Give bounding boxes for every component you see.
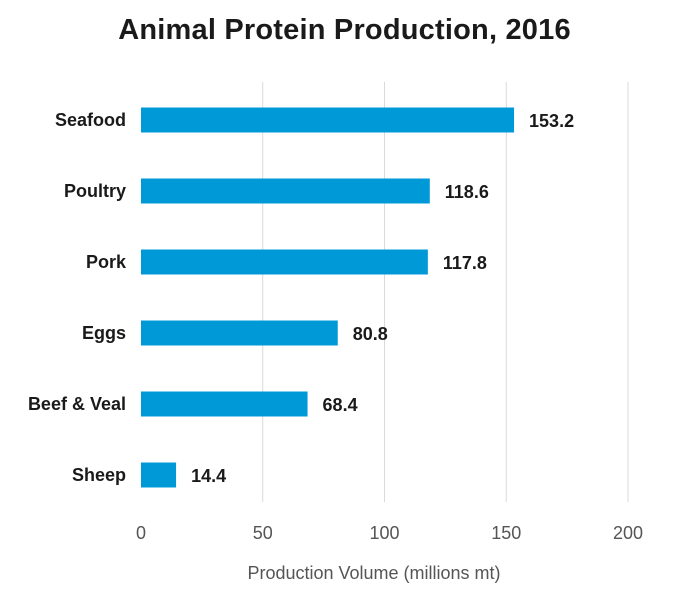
value-label: 14.4 bbox=[191, 466, 226, 486]
value-labels: 153.2 118.6 117.8 80.8 68.4 14.4 bbox=[191, 111, 574, 486]
category-label: Poultry bbox=[64, 181, 126, 201]
value-label: 80.8 bbox=[353, 324, 388, 344]
x-tick-label: 100 bbox=[369, 523, 399, 543]
value-label: 117.8 bbox=[443, 253, 487, 273]
bars bbox=[141, 107, 515, 488]
bar bbox=[141, 320, 338, 346]
bar bbox=[141, 178, 430, 204]
grid-lines bbox=[262, 82, 629, 502]
x-tick-labels: 0 50 100 150 200 bbox=[136, 523, 643, 543]
x-tick-label: 200 bbox=[613, 523, 643, 543]
chart-title: Animal Protein Production, 2016 bbox=[118, 14, 571, 46]
x-tick-label: 150 bbox=[491, 523, 521, 543]
value-label: 153.2 bbox=[529, 111, 574, 131]
category-labels: Seafood Poultry Pork Eggs Beef & Veal Sheep bbox=[28, 110, 127, 485]
value-label: 68.4 bbox=[323, 395, 358, 415]
category-label: Seafood bbox=[55, 110, 126, 130]
category-label: Beef & Veal bbox=[28, 394, 126, 414]
x-tick-label: 50 bbox=[253, 523, 273, 543]
value-label: 118.6 bbox=[445, 182, 489, 202]
category-label: Pork bbox=[86, 252, 127, 272]
bar bbox=[141, 462, 177, 488]
bar bbox=[141, 107, 515, 133]
category-label: Sheep bbox=[72, 465, 126, 485]
x-axis-title: Production Volume (millions mt) bbox=[247, 563, 500, 583]
category-label: Eggs bbox=[82, 323, 126, 343]
bar bbox=[141, 249, 428, 275]
x-tick-label: 0 bbox=[136, 523, 146, 543]
bar bbox=[141, 391, 308, 417]
